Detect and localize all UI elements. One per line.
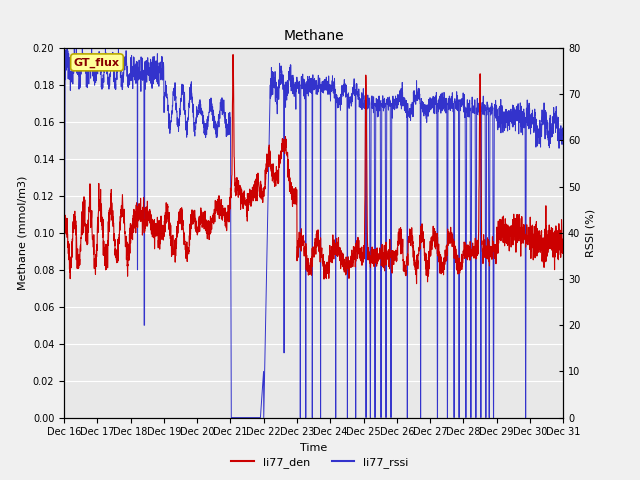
X-axis label: Time: Time	[300, 443, 327, 453]
Title: Methane: Methane	[284, 29, 344, 43]
Y-axis label: RSSI (%): RSSI (%)	[586, 209, 596, 257]
Legend: li77_den, li77_rssi: li77_den, li77_rssi	[227, 452, 413, 472]
Text: GT_flux: GT_flux	[74, 57, 120, 68]
Y-axis label: Methane (mmol/m3): Methane (mmol/m3)	[17, 176, 28, 290]
